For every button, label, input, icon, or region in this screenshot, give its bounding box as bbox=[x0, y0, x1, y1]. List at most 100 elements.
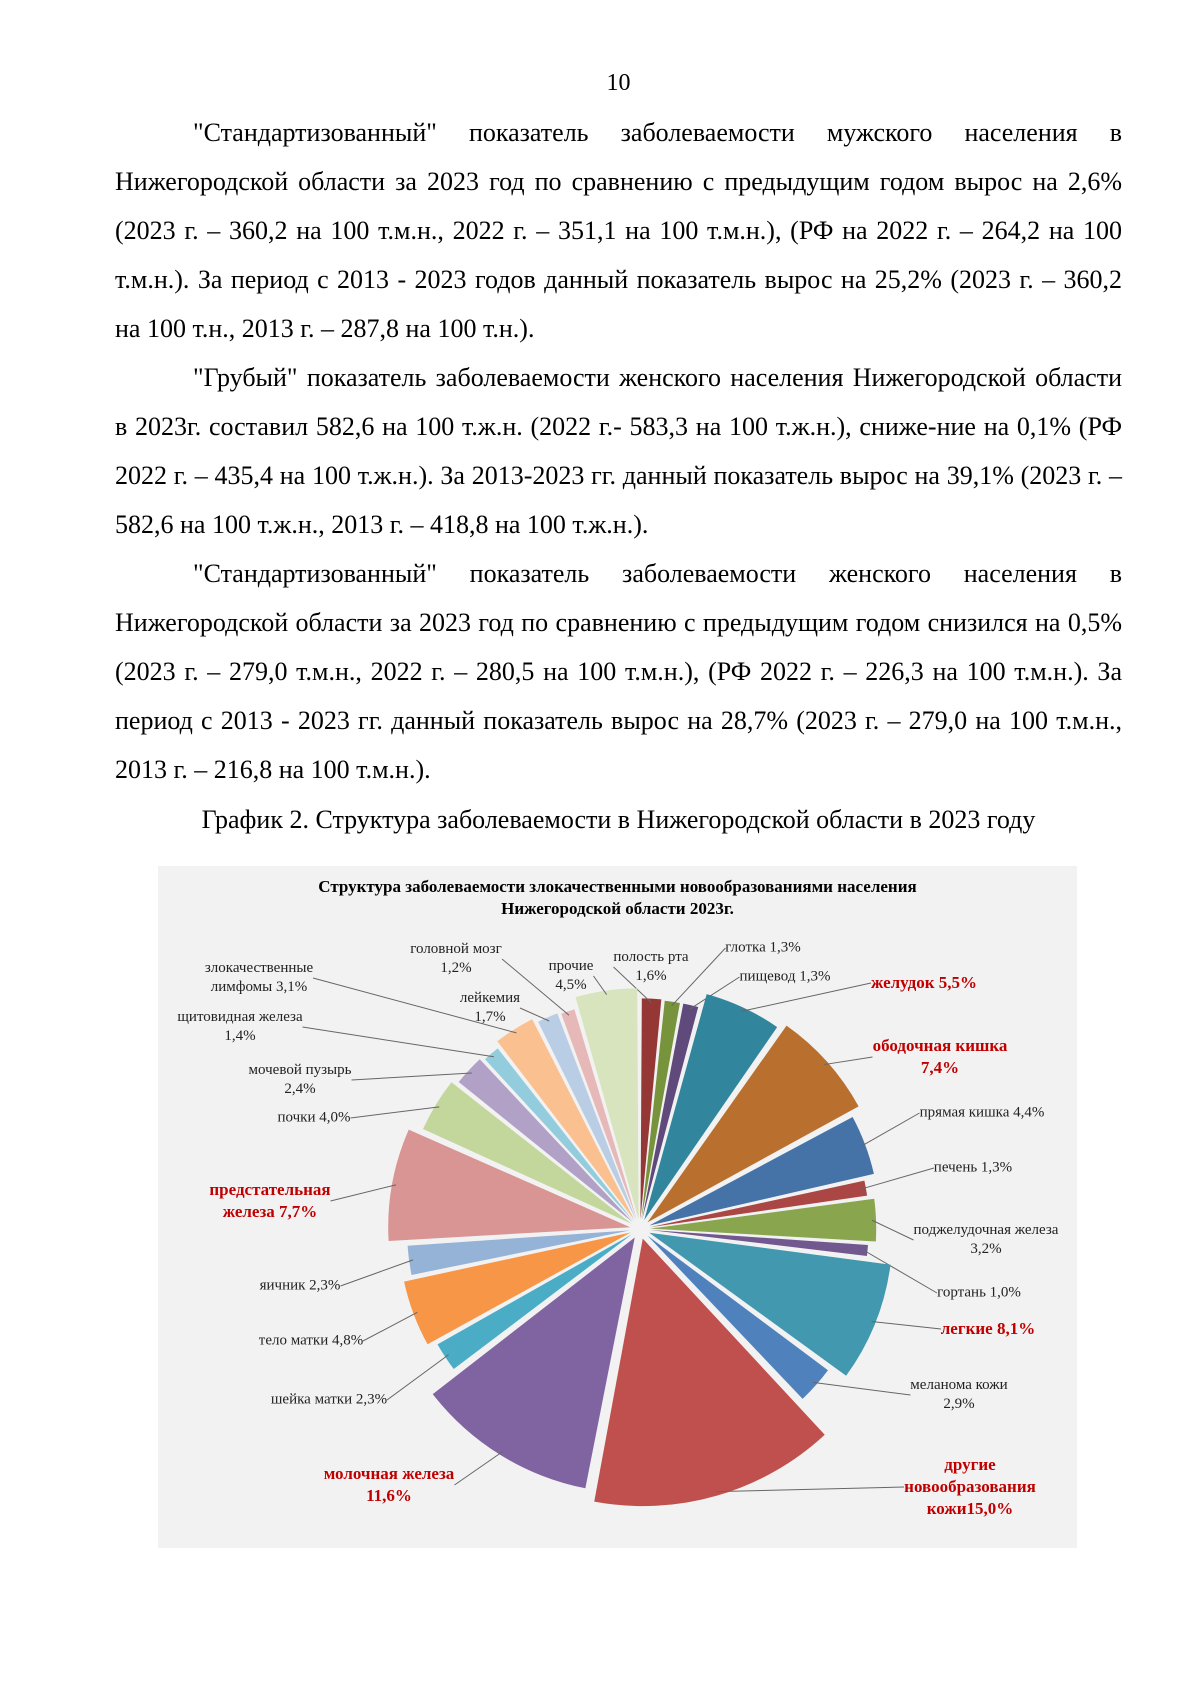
leader-line bbox=[454, 1451, 503, 1486]
chart-title-line-1: Структура заболеваемости злокачественным… bbox=[318, 877, 917, 896]
pie-slice bbox=[649, 1232, 891, 1376]
slice-label-line: шейка матки 2,3% bbox=[270, 1391, 388, 1408]
leader-line bbox=[593, 975, 608, 995]
pie-slice bbox=[641, 1000, 680, 1220]
pie-slice bbox=[561, 1009, 637, 1220]
slice-label: глотка 1,3% bbox=[725, 939, 800, 958]
slice-label: мочевой пузырь 2,4% bbox=[249, 1061, 352, 1099]
slice-label-line: 1,4% bbox=[224, 1028, 256, 1044]
leader-line bbox=[671, 947, 726, 1007]
leader-line bbox=[871, 1219, 914, 1241]
slice-label-line: гортань 1,0% bbox=[937, 1284, 1021, 1301]
slice-label: другие новообразования кожи15,0% bbox=[904, 1454, 1036, 1520]
slice-label: шейка матки 2,3% bbox=[271, 1391, 387, 1410]
chart-title: Структура заболеваемости злокачественным… bbox=[158, 876, 1077, 920]
slice-label: прочие 4,5% bbox=[549, 957, 594, 995]
slice-label: гортань 1,0% bbox=[937, 1284, 1021, 1303]
slice-label-line: пищевод 1,3% bbox=[739, 968, 831, 985]
pie-slice bbox=[649, 1180, 868, 1228]
pie-slice bbox=[647, 1235, 828, 1399]
leader-line bbox=[386, 1354, 449, 1401]
slice-label-line: головной мозг bbox=[410, 941, 502, 957]
slice-label: легкие 8,1% bbox=[941, 1318, 1035, 1340]
pie-slice bbox=[642, 1003, 699, 1220]
slice-label-line: кожи15,0% bbox=[926, 1499, 1014, 1518]
pie-slice bbox=[388, 1129, 631, 1241]
slice-label: печень 1,3% bbox=[934, 1159, 1012, 1178]
slice-label: злокачественные лимфомы 3,1% bbox=[205, 959, 313, 997]
slice-label: молочная железа 11,6% bbox=[324, 1463, 455, 1507]
pie-slice bbox=[649, 1116, 874, 1226]
leader-line bbox=[302, 1026, 494, 1058]
leader-line bbox=[741, 982, 872, 1012]
slice-label-line: 7,4% bbox=[920, 1058, 960, 1077]
pie-slice bbox=[594, 1238, 825, 1507]
leader-line bbox=[812, 1381, 911, 1396]
pie-slice bbox=[644, 994, 778, 1220]
slice-label-line: почки 4,0% bbox=[277, 1109, 351, 1126]
pie-slice bbox=[497, 1019, 635, 1221]
paragraph-female-standardized: "Стандартизованный" показатель заболевае… bbox=[115, 559, 1122, 784]
slice-label: пищевод 1,3% bbox=[740, 968, 831, 987]
leader-line bbox=[863, 1249, 938, 1294]
slice-label: полость рта 1,6% bbox=[613, 948, 688, 986]
leader-line bbox=[362, 1311, 418, 1342]
slice-label-line: 1,7% bbox=[474, 1009, 506, 1025]
pie-slice bbox=[575, 988, 639, 1220]
slice-label-line: 3,2% bbox=[970, 1241, 1002, 1257]
leader-line bbox=[340, 1259, 414, 1287]
leader-line bbox=[861, 1112, 920, 1147]
pie-slice bbox=[458, 1059, 633, 1223]
slice-label: желудок 5,5% bbox=[871, 972, 977, 994]
slice-label-line: желудок 5,5% bbox=[870, 973, 978, 992]
slice-label-line: легкие 8,1% bbox=[940, 1319, 1036, 1338]
leader-line bbox=[716, 1486, 905, 1493]
slice-label-line: лейкемия bbox=[459, 990, 521, 1006]
leader-line bbox=[312, 977, 517, 1034]
slice-label-line: прочие bbox=[548, 958, 594, 974]
slice-label: яичник 2,3% bbox=[260, 1277, 341, 1296]
pie-slice bbox=[404, 1232, 631, 1345]
slice-label-line: поджелудочная железа bbox=[913, 1222, 1059, 1238]
paragraph-female-crude: "Грубый" показатель заболеваемости женск… bbox=[115, 363, 1122, 539]
slice-label-line: полость рта bbox=[613, 949, 689, 965]
incidence-structure-pie-chart: Структура заболеваемости злокачественным… bbox=[158, 866, 1077, 1548]
slice-label-line: 4,5% bbox=[555, 977, 587, 993]
slice-label-line: 2,9% bbox=[943, 1396, 975, 1412]
slice-label-line: яичник 2,3% bbox=[259, 1277, 341, 1294]
chart-title-line-2: Нижегородской области 2023г. bbox=[501, 899, 734, 918]
leader-line bbox=[501, 958, 570, 1016]
leader-line bbox=[350, 1106, 440, 1119]
pie-slice bbox=[647, 1025, 859, 1223]
slice-label: тело матки 4,8% bbox=[259, 1332, 363, 1351]
pie-slice bbox=[407, 1230, 631, 1275]
slice-label-line: меланома кожи bbox=[910, 1377, 1008, 1393]
slice-label: головной мозг 1,2% bbox=[410, 940, 502, 978]
slice-label-line: мочевой пузырь bbox=[248, 1062, 352, 1078]
pie-slice bbox=[649, 1198, 877, 1242]
paragraph-male-standardized: "Стандартизованный" показатель заболевае… bbox=[115, 118, 1122, 343]
slice-label: меланома кожи 2,9% bbox=[910, 1376, 1007, 1414]
slice-label-line: новообразования bbox=[904, 1477, 1036, 1496]
slice-label-line: злокачественные bbox=[204, 960, 314, 976]
slice-label-line: другие bbox=[944, 1455, 996, 1474]
pie-slice bbox=[423, 1082, 632, 1224]
pie-slice bbox=[649, 1229, 868, 1257]
slice-label-line: тело матки 4,8% bbox=[258, 1332, 364, 1349]
pie-slice bbox=[484, 1048, 634, 1222]
slice-label: поджелудочная железа 3,2% bbox=[914, 1221, 1059, 1259]
slice-label: лейкемия 1,7% bbox=[460, 989, 520, 1027]
slice-label-line: 1,2% bbox=[440, 960, 472, 976]
pie-slice bbox=[437, 1234, 632, 1370]
pie-slice bbox=[640, 998, 662, 1220]
slice-label-line: глотка 1,3% bbox=[725, 939, 801, 956]
leader-line bbox=[613, 966, 652, 1004]
slice-label-line: молочная железа bbox=[323, 1464, 455, 1483]
slice-label-line: печень 1,3% bbox=[933, 1159, 1013, 1176]
slice-label-line: железа 7,7% bbox=[222, 1202, 318, 1221]
slice-label-line: 2,4% bbox=[284, 1081, 316, 1097]
slice-label-line: ободочная кишка bbox=[872, 1036, 1008, 1055]
slice-label: щитовидная железа 1,4% bbox=[177, 1008, 302, 1046]
leader-line bbox=[330, 1184, 397, 1202]
slice-label-line: щитовидная железа bbox=[177, 1009, 303, 1025]
